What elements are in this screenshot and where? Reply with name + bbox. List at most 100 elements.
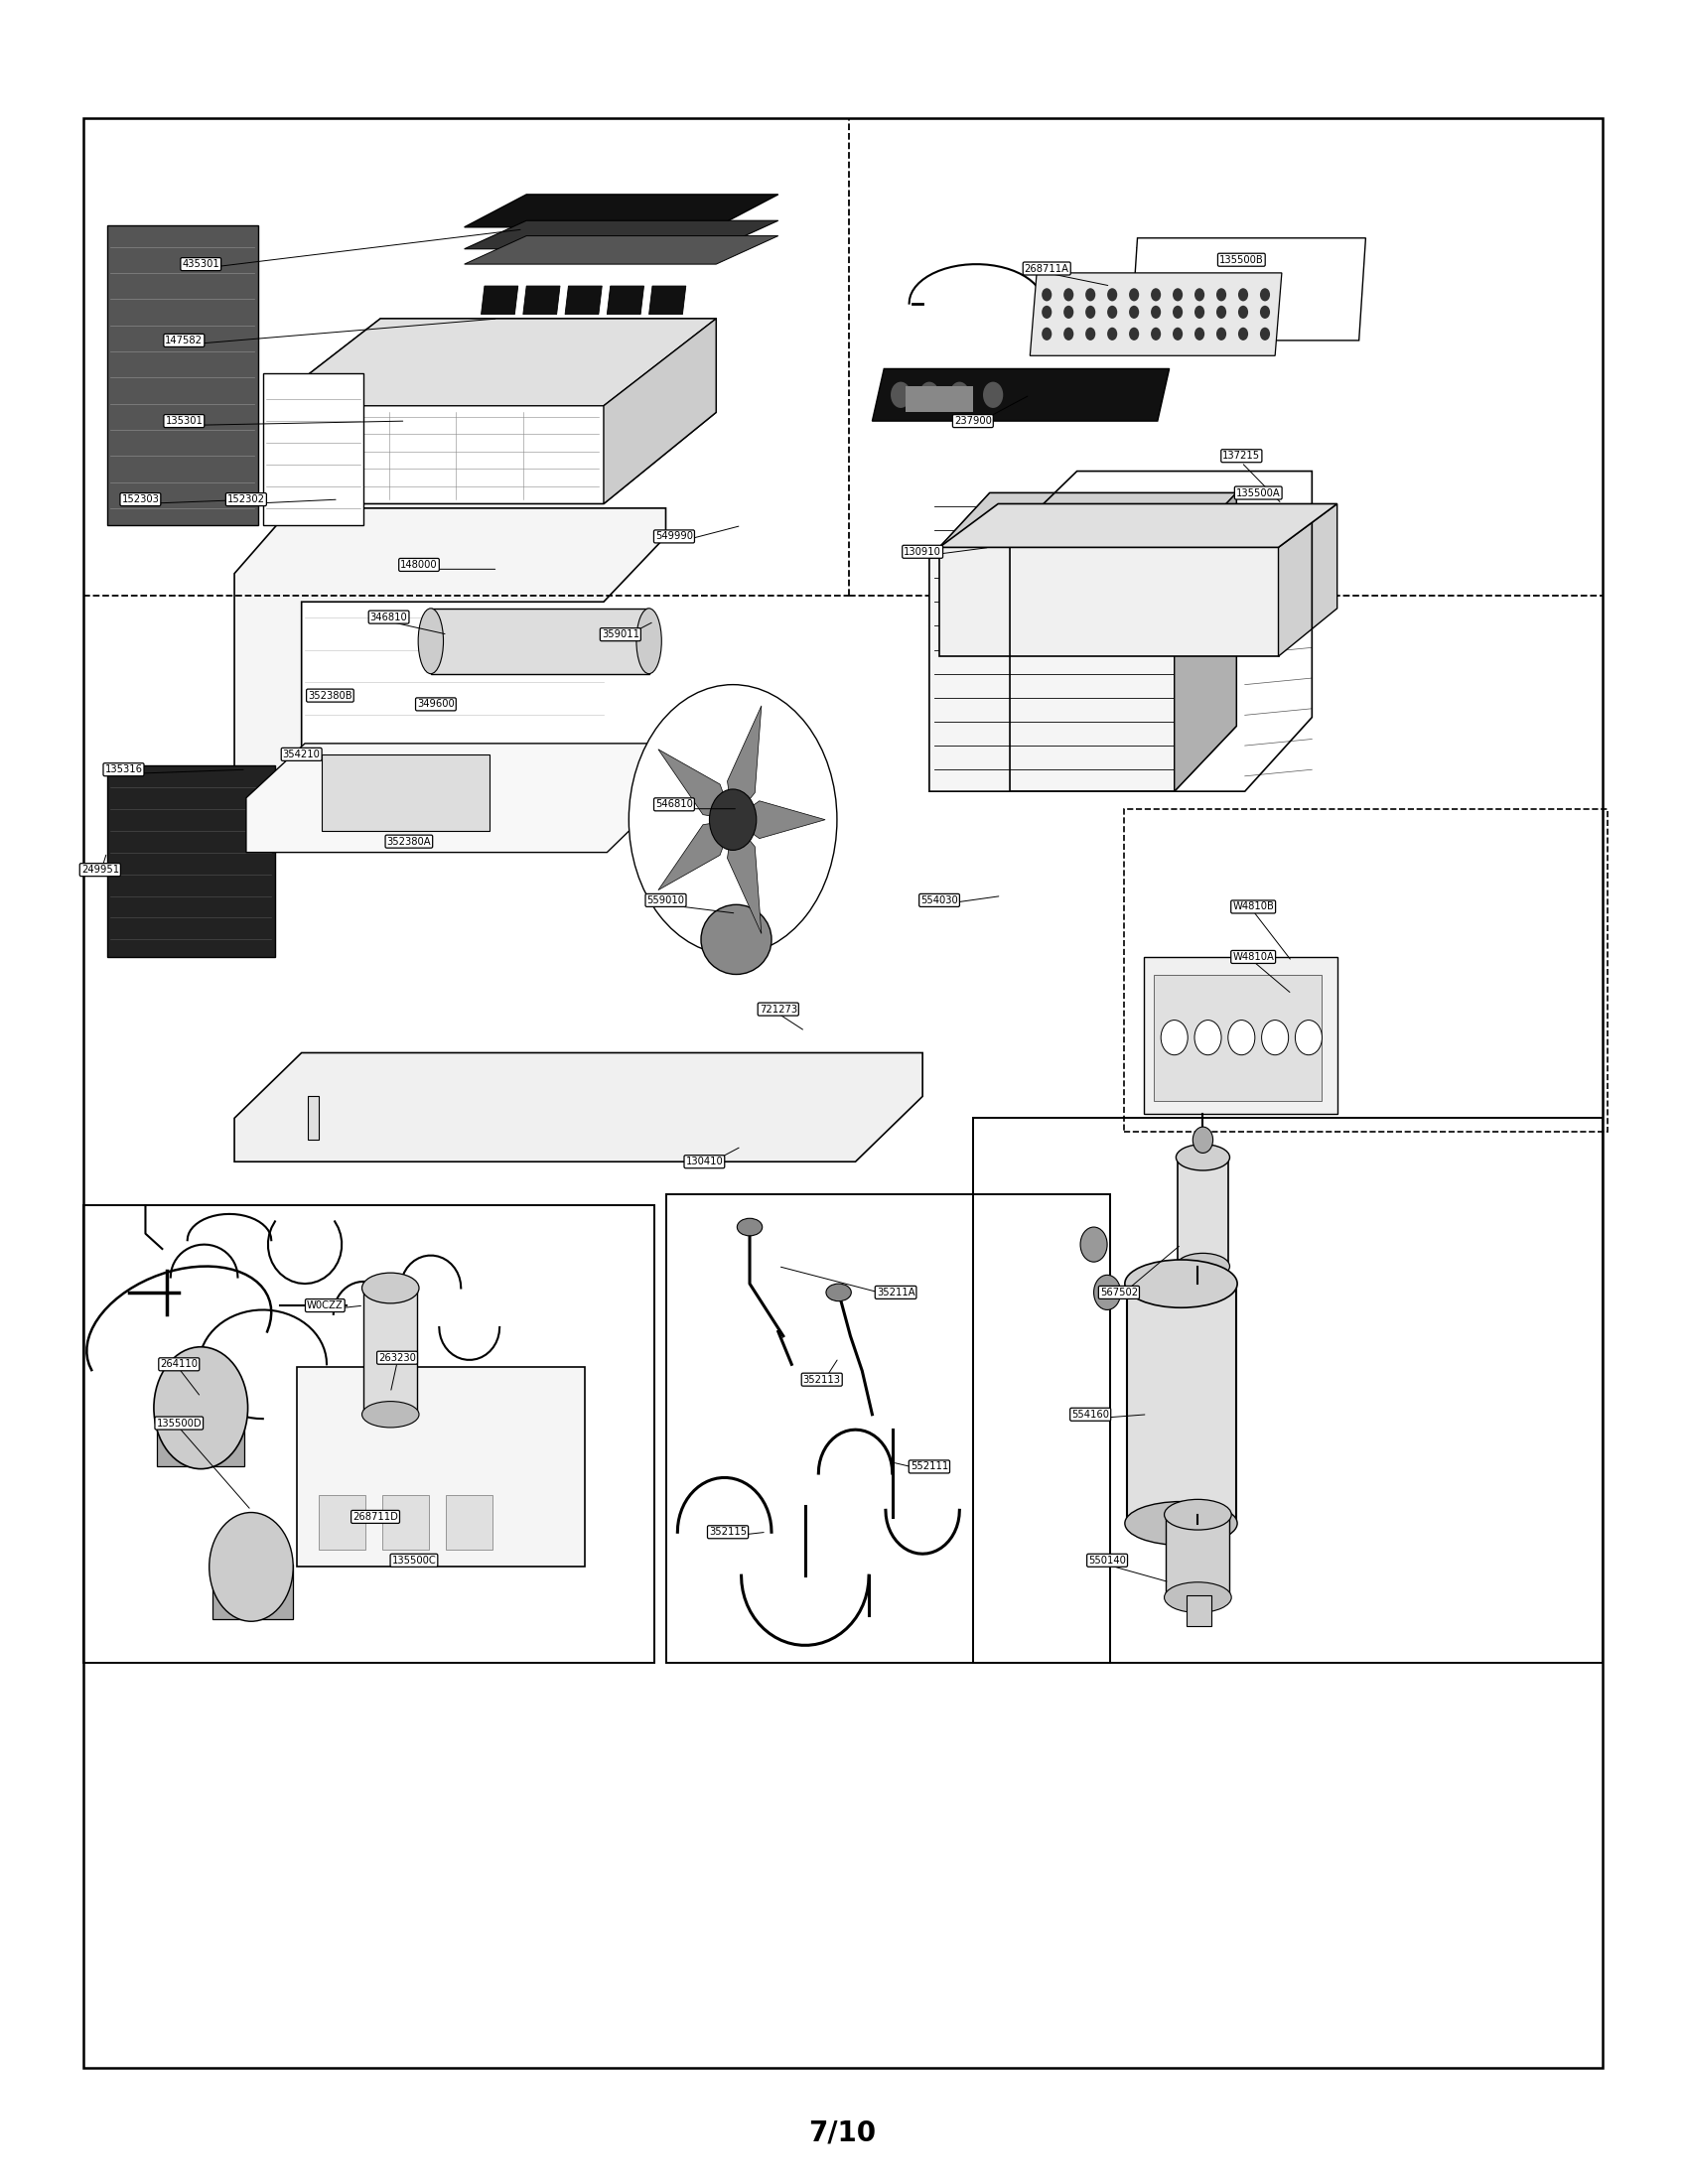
Polygon shape bbox=[268, 319, 716, 406]
Bar bbox=[382, 1496, 429, 1548]
Bar bbox=[212, 1564, 293, 1618]
Text: 7/10: 7/10 bbox=[808, 2118, 876, 2147]
Text: 147582: 147582 bbox=[165, 336, 202, 345]
Bar bbox=[665, 1195, 1110, 1662]
Text: 567502: 567502 bbox=[1100, 1286, 1138, 1297]
Text: 359011: 359011 bbox=[601, 629, 640, 640]
Circle shape bbox=[1216, 288, 1226, 301]
Circle shape bbox=[1194, 306, 1204, 319]
Text: 152302: 152302 bbox=[227, 494, 264, 505]
Circle shape bbox=[1095, 1275, 1120, 1310]
Circle shape bbox=[1216, 306, 1226, 319]
Ellipse shape bbox=[1125, 1260, 1238, 1308]
Bar bbox=[83, 1206, 653, 1662]
Polygon shape bbox=[648, 286, 685, 314]
Circle shape bbox=[983, 382, 1004, 408]
Text: 549990: 549990 bbox=[655, 531, 694, 542]
Text: 137215: 137215 bbox=[1223, 450, 1260, 461]
Circle shape bbox=[1128, 306, 1138, 319]
Bar bbox=[1154, 974, 1322, 1101]
Polygon shape bbox=[465, 194, 778, 227]
Circle shape bbox=[1194, 288, 1204, 301]
Polygon shape bbox=[727, 819, 761, 933]
Circle shape bbox=[1106, 288, 1116, 301]
Text: 264110: 264110 bbox=[160, 1358, 197, 1369]
Text: 346810: 346810 bbox=[370, 612, 408, 622]
Circle shape bbox=[1192, 1127, 1212, 1153]
Text: 135500B: 135500B bbox=[1219, 256, 1263, 264]
Circle shape bbox=[1106, 328, 1116, 341]
Text: 130410: 130410 bbox=[685, 1158, 722, 1166]
Bar bbox=[431, 609, 648, 673]
Text: 263230: 263230 bbox=[379, 1352, 416, 1363]
Bar bbox=[446, 1496, 493, 1548]
Bar bbox=[1165, 1516, 1229, 1597]
Bar bbox=[318, 1496, 365, 1548]
Circle shape bbox=[1128, 328, 1138, 341]
Circle shape bbox=[891, 382, 911, 408]
Text: 268711D: 268711D bbox=[352, 1511, 397, 1522]
Circle shape bbox=[1260, 328, 1270, 341]
Circle shape bbox=[209, 1514, 293, 1621]
Ellipse shape bbox=[418, 609, 443, 673]
Text: 35211A: 35211A bbox=[877, 1286, 914, 1297]
Bar bbox=[973, 1118, 1603, 1662]
Circle shape bbox=[1086, 288, 1096, 301]
Bar bbox=[296, 1367, 586, 1566]
Bar bbox=[157, 1406, 244, 1468]
Text: 152303: 152303 bbox=[121, 494, 160, 505]
Bar bbox=[364, 1289, 418, 1415]
Text: 249951: 249951 bbox=[81, 865, 120, 876]
Circle shape bbox=[1238, 306, 1248, 319]
Polygon shape bbox=[1130, 238, 1366, 341]
Polygon shape bbox=[234, 1053, 923, 1162]
Polygon shape bbox=[524, 286, 561, 314]
Text: 135316: 135316 bbox=[104, 764, 143, 775]
Ellipse shape bbox=[1164, 1581, 1231, 1612]
Circle shape bbox=[1150, 288, 1160, 301]
Ellipse shape bbox=[362, 1402, 419, 1428]
Circle shape bbox=[1106, 306, 1116, 319]
Polygon shape bbox=[308, 1096, 318, 1140]
Polygon shape bbox=[566, 286, 601, 314]
Circle shape bbox=[1042, 306, 1052, 319]
Text: 354210: 354210 bbox=[283, 749, 320, 760]
Ellipse shape bbox=[1125, 1503, 1238, 1544]
Circle shape bbox=[1194, 1020, 1221, 1055]
Circle shape bbox=[1160, 1020, 1187, 1055]
Polygon shape bbox=[606, 286, 643, 314]
Bar bbox=[83, 118, 1603, 2068]
Polygon shape bbox=[1031, 273, 1282, 356]
Circle shape bbox=[1260, 306, 1270, 319]
Polygon shape bbox=[1278, 505, 1337, 657]
Ellipse shape bbox=[637, 609, 662, 673]
Polygon shape bbox=[940, 548, 1278, 657]
Polygon shape bbox=[727, 705, 761, 819]
Circle shape bbox=[1216, 328, 1226, 341]
Polygon shape bbox=[1174, 494, 1236, 791]
Text: 352380B: 352380B bbox=[308, 690, 352, 701]
Bar bbox=[1123, 808, 1608, 1131]
Polygon shape bbox=[465, 236, 778, 264]
Polygon shape bbox=[263, 373, 364, 526]
Polygon shape bbox=[603, 319, 716, 505]
Text: 550140: 550140 bbox=[1088, 1555, 1127, 1566]
Text: 554030: 554030 bbox=[921, 895, 958, 904]
Text: W0CZZ: W0CZZ bbox=[306, 1299, 344, 1310]
Circle shape bbox=[1064, 328, 1074, 341]
Circle shape bbox=[1295, 1020, 1322, 1055]
Circle shape bbox=[1064, 306, 1074, 319]
Text: 130910: 130910 bbox=[904, 546, 941, 557]
Circle shape bbox=[1150, 306, 1160, 319]
Ellipse shape bbox=[1175, 1254, 1229, 1280]
Polygon shape bbox=[482, 286, 519, 314]
Circle shape bbox=[153, 1348, 248, 1470]
Ellipse shape bbox=[738, 1219, 763, 1236]
Text: 559010: 559010 bbox=[647, 895, 685, 904]
Circle shape bbox=[1042, 288, 1052, 301]
Ellipse shape bbox=[1175, 1144, 1229, 1171]
Bar bbox=[1186, 1594, 1211, 1625]
Circle shape bbox=[1261, 1020, 1288, 1055]
Polygon shape bbox=[106, 225, 258, 526]
Text: 135500D: 135500D bbox=[157, 1417, 202, 1428]
